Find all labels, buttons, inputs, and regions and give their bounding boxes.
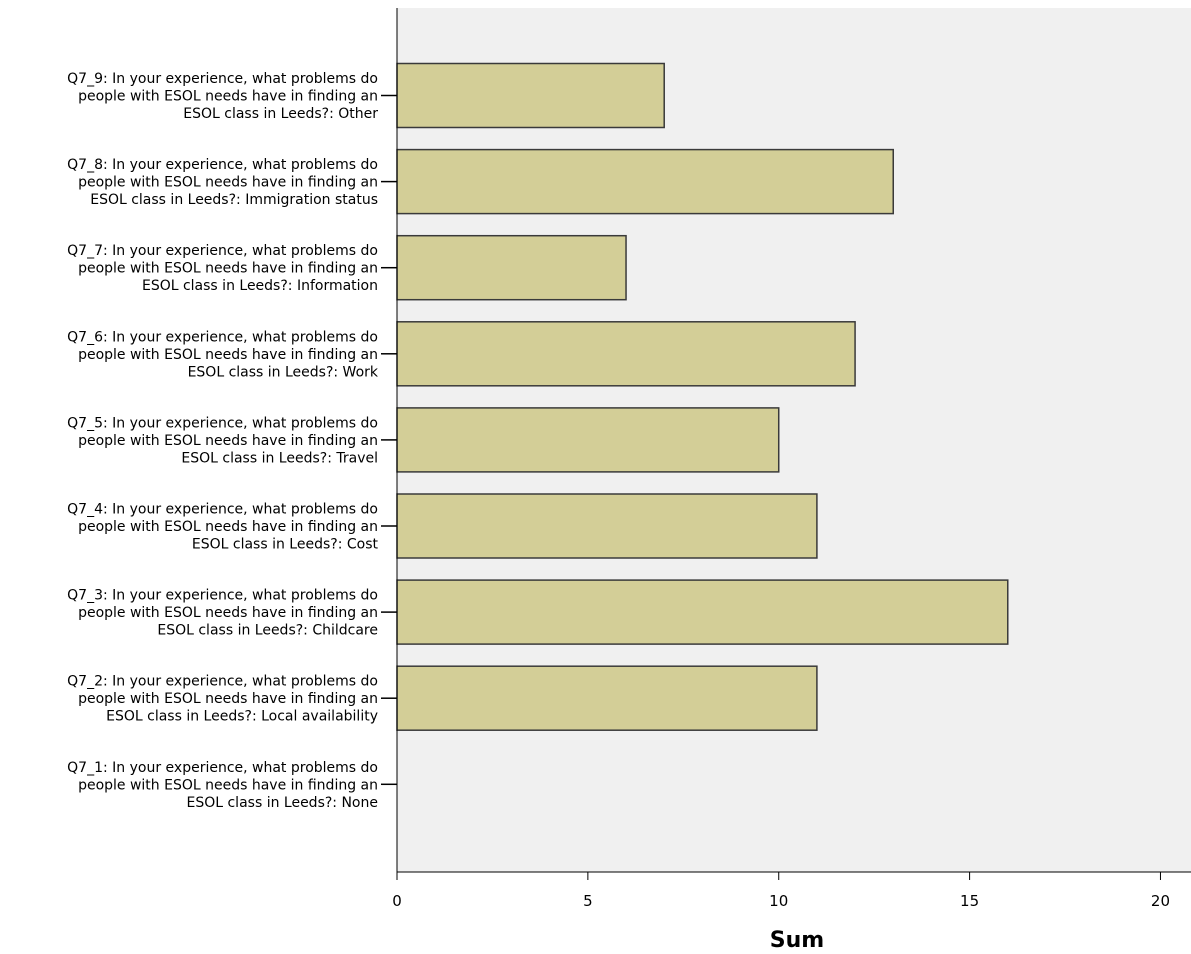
category-label: Q7_6: In your experience, what problems … <box>67 329 379 380</box>
category-label: Q7_1: In your experience, what problems … <box>67 760 378 811</box>
category-label: Q7_4: In your experience, what problems … <box>67 502 378 553</box>
x-axis-title: Sum <box>770 928 824 953</box>
bar <box>396 579 1009 645</box>
category-label-line: people with ESOL needs have in finding a… <box>78 89 378 105</box>
category-label-line: ESOL class in Leeds?: Work <box>188 364 379 380</box>
category-label: Q7_9: In your experience, what problems … <box>67 71 378 122</box>
category-label-line: people with ESOL needs have in finding a… <box>78 433 378 449</box>
bar <box>396 148 894 215</box>
category-label: Q7_3: In your experience, what problems … <box>67 588 378 639</box>
category-label-line: Q7_8: In your experience, what problems … <box>67 157 378 173</box>
category-label-line: people with ESOL needs have in finding a… <box>78 347 378 363</box>
x-tick-label: 5 <box>583 892 593 910</box>
category-labels-group: Q7_9: In your experience, what problems … <box>67 71 379 811</box>
category-label-line: ESOL class in Leeds?: Local availability <box>106 709 378 725</box>
x-tick-label: 20 <box>1151 892 1170 910</box>
bar <box>396 62 665 129</box>
category-label: Q7_7: In your experience, what problems … <box>67 243 378 294</box>
category-label: Q7_2: In your experience, what problems … <box>67 674 378 725</box>
category-label-line: Q7_3: In your experience, what problems … <box>67 588 378 604</box>
category-label-line: people with ESOL needs have in finding a… <box>78 777 378 793</box>
bar <box>396 234 627 301</box>
category-label-line: Q7_5: In your experience, what problems … <box>67 415 378 431</box>
category-label-line: Q7_1: In your experience, what problems … <box>67 760 378 776</box>
category-label-line: ESOL class in Leeds?: Childcare <box>157 623 378 639</box>
category-label-line: Q7_7: In your experience, what problems … <box>67 243 378 259</box>
category-label-line: people with ESOL needs have in finding a… <box>78 605 378 621</box>
category-label-line: people with ESOL needs have in finding a… <box>78 261 378 277</box>
x-tick-label: 15 <box>960 892 979 910</box>
category-label-line: people with ESOL needs have in finding a… <box>78 175 378 191</box>
x-tick-label: 10 <box>769 892 788 910</box>
category-label: Q7_5: In your experience, what problems … <box>67 415 378 466</box>
bar <box>396 407 780 473</box>
bars-group <box>396 62 1009 731</box>
category-label-line: ESOL class in Leeds?: Information <box>142 278 378 294</box>
category-label-line: people with ESOL needs have in finding a… <box>78 691 378 707</box>
category-label: Q7_8: In your experience, what problems … <box>67 157 378 208</box>
category-label-line: ESOL class in Leeds?: Cost <box>192 537 379 553</box>
bar <box>396 321 856 387</box>
category-label-line: ESOL class in Leeds?: Travel <box>181 450 378 466</box>
bar <box>396 665 818 731</box>
category-ticks-group <box>381 94 397 786</box>
x-ticks-group: 0 5 10 15 20 <box>392 872 1170 910</box>
category-label-line: ESOL class in Leeds?: Other <box>183 106 378 122</box>
category-label-line: ESOL class in Leeds?: Immigration status <box>90 192 378 208</box>
category-label-line: Q7_4: In your experience, what problems … <box>67 502 378 518</box>
bar <box>396 493 818 559</box>
category-label-line: Q7_2: In your experience, what problems … <box>67 674 378 690</box>
category-label-line: people with ESOL needs have in finding a… <box>78 519 378 535</box>
category-label-line: Q7_6: In your experience, what problems … <box>67 329 378 345</box>
category-label-line: Q7_9: In your experience, what problems … <box>67 71 378 87</box>
category-label-line: ESOL class in Leeds?: None <box>186 795 378 811</box>
x-tick-label: 0 <box>392 892 402 910</box>
